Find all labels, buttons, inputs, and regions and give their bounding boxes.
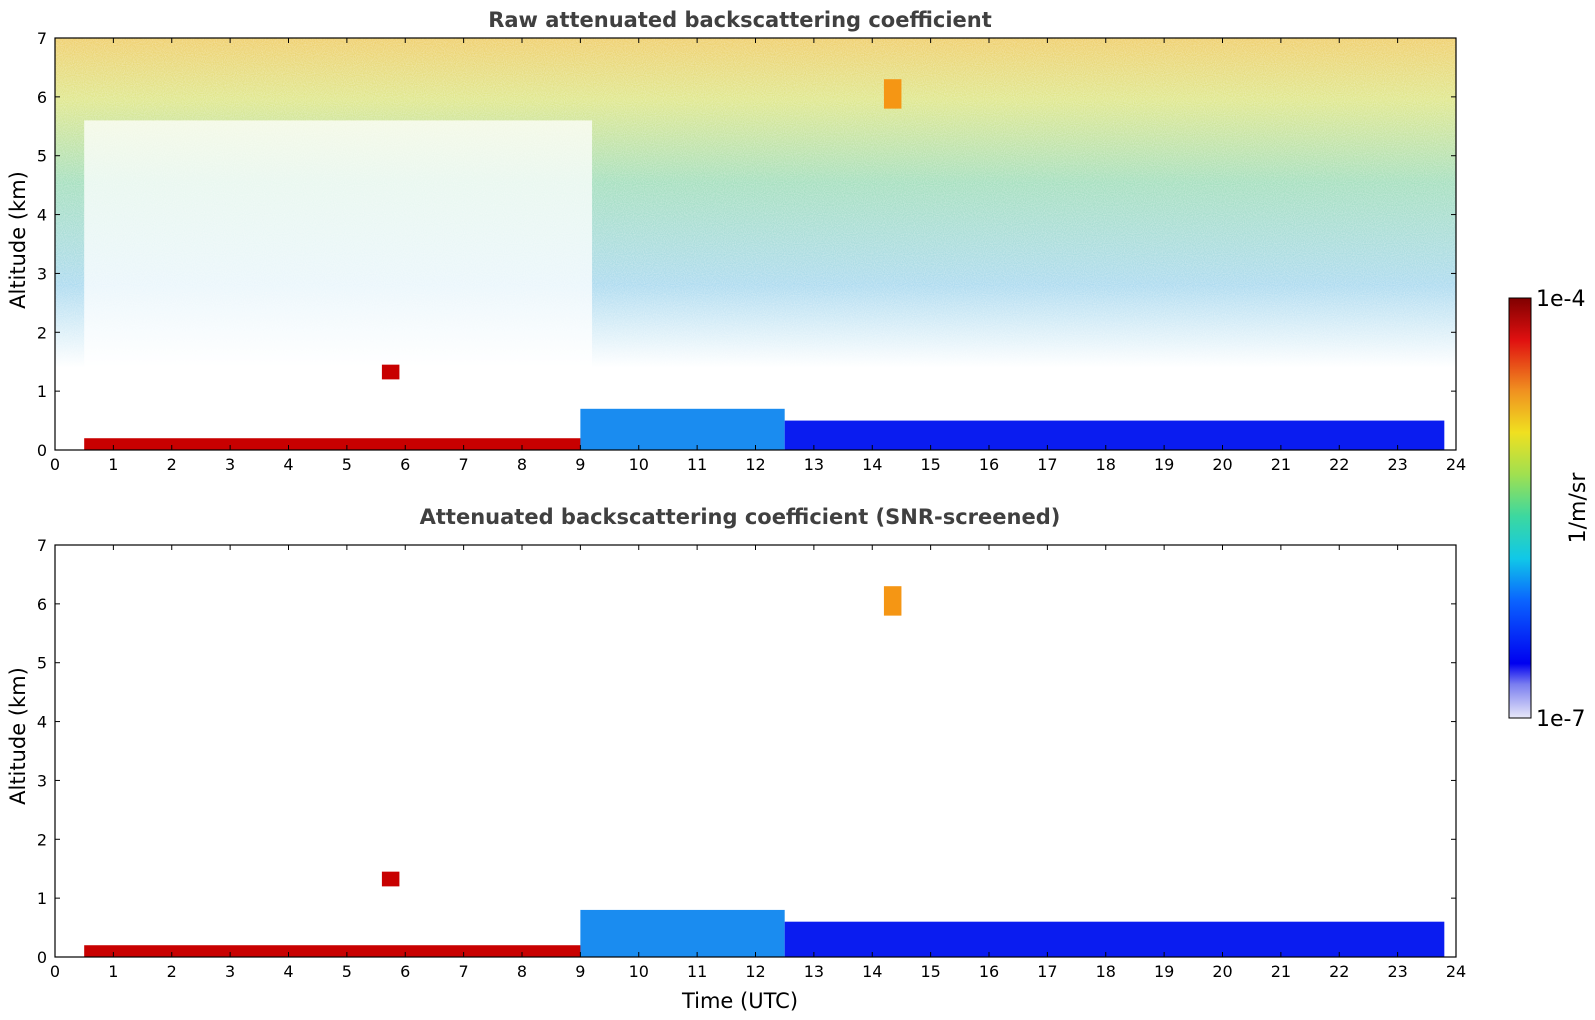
x-tick-label: 12 [745, 455, 765, 474]
plot-area: 0 1 2 3 4 5 6 7 8 9 10 11 12 13 14 15 16 17 18 19 20 21 22 23 24… [37, 29, 1466, 474]
y-tick-label: 7 [37, 29, 47, 48]
x-tick-label: 11 [687, 962, 707, 981]
x-tick-label: 7 [459, 455, 469, 474]
x-tick-label: 17 [1037, 962, 1057, 981]
x-tick-label: 24 [1446, 455, 1466, 474]
x-tick-label: 23 [1387, 962, 1407, 981]
x-tick-label: 8 [517, 455, 527, 474]
x-tick-label: 12 [745, 962, 765, 981]
heatmap-cell [580, 909, 785, 957]
heatmap-cell [784, 921, 1445, 957]
x-tick-label: 20 [1212, 962, 1232, 981]
background-screened [55, 545, 1456, 957]
heatmap-cell [580, 408, 785, 450]
x-tick-label: 23 [1387, 455, 1407, 474]
x-tick-label: 5 [342, 962, 352, 981]
panel-raw: Raw attenuated backscattering coefficien… [6, 8, 1466, 474]
x-tick-label: 21 [1271, 962, 1291, 981]
x-tick-label: 22 [1329, 962, 1349, 981]
y-tick-label: 1 [37, 382, 47, 401]
heatmap-cell [381, 871, 400, 887]
plot-area: 0 1 2 3 4 5 6 7 8 9 10 11 12 13 14 15 16 17 18 19 20 21 22 23 24… [37, 536, 1466, 981]
x-tick-label: 6 [400, 455, 410, 474]
y-tick-label: 3 [37, 771, 47, 790]
x-tick-label: 10 [629, 962, 649, 981]
x-tick-label: 5 [342, 455, 352, 474]
y-tick-label: 3 [37, 264, 47, 283]
y-tick-label: 1 [37, 889, 47, 908]
heatmap-cell [784, 420, 1445, 450]
x-tick-label: 19 [1154, 455, 1174, 474]
x-tick-label: 2 [167, 962, 177, 981]
x-tick-label: 14 [862, 962, 882, 981]
x-tick-label: 14 [862, 455, 882, 474]
colorbar-unit-label: 1/m/sr [1566, 472, 1591, 544]
x-tick-label: 0 [50, 962, 60, 981]
x-tick-label: 19 [1154, 962, 1174, 981]
heatmap-cell [84, 438, 593, 450]
x-tick-label: 1 [108, 962, 118, 981]
x-tick-label: 15 [920, 455, 940, 474]
x-tick-label: 6 [400, 962, 410, 981]
colorbar-scale [1508, 297, 1532, 719]
x-tick-label: 9 [575, 455, 585, 474]
y-tick-label: 0 [37, 441, 47, 460]
heatmap-cell [883, 586, 902, 616]
x-tick-label: 9 [575, 962, 585, 981]
x-tick-label: 21 [1271, 455, 1291, 474]
y-tick-label: 4 [37, 713, 47, 732]
panel-title: Attenuated backscattering coefficient (S… [420, 505, 1061, 529]
panel-snr-screened: Attenuated backscattering coefficient (S… [6, 505, 1466, 1013]
x-tick-label: 16 [979, 455, 999, 474]
x-tick-label: 8 [517, 962, 527, 981]
x-tick-label: 13 [804, 455, 824, 474]
x-tick-label: 4 [283, 962, 293, 981]
y-tick-label: 6 [37, 88, 47, 107]
colorbar-max-label: 1e-4 [1536, 287, 1585, 312]
heatmap-cell [84, 945, 593, 957]
x-tick-label: 18 [1096, 455, 1116, 474]
x-tick-label: 10 [629, 455, 649, 474]
x-tick-label: 1 [108, 455, 118, 474]
heatmap-cell [883, 79, 902, 109]
x-axis-label: Time (UTC) [681, 989, 798, 1013]
y-tick-label: 7 [37, 536, 47, 555]
y-tick-label: 5 [37, 147, 47, 166]
x-tick-label: 2 [167, 455, 177, 474]
x-tick-label: 22 [1329, 455, 1349, 474]
y-tick-label: 2 [37, 323, 47, 342]
x-tick-label: 17 [1037, 455, 1057, 474]
x-tick-label: 11 [687, 455, 707, 474]
low-signal-region [84, 120, 593, 433]
y-axis-label: Altitude (km) [6, 667, 30, 805]
x-tick-label: 7 [459, 962, 469, 981]
x-tick-label: 18 [1096, 962, 1116, 981]
x-tick-label: 0 [50, 455, 60, 474]
x-tick-label: 3 [225, 455, 235, 474]
heatmap-cell [381, 364, 400, 380]
x-tick-label: 24 [1446, 962, 1466, 981]
x-tick-label: 15 [920, 962, 940, 981]
colorbar-min-label: 1e-7 [1536, 707, 1585, 732]
y-tick-label: 5 [37, 654, 47, 673]
y-tick-label: 2 [37, 830, 47, 849]
x-tick-label: 13 [804, 962, 824, 981]
y-tick-label: 6 [37, 595, 47, 614]
x-tick-label: 16 [979, 962, 999, 981]
y-axis-label: Altitude (km) [6, 171, 30, 309]
x-tick-label: 20 [1212, 455, 1232, 474]
x-tick-label: 4 [283, 455, 293, 474]
y-tick-label: 0 [37, 948, 47, 967]
y-tick-label: 4 [37, 206, 47, 225]
x-tick-label: 3 [225, 962, 235, 981]
colorbar: 1e-4 1e-7 1/m/sr [1508, 287, 1591, 732]
panel-title: Raw attenuated backscattering coefficien… [488, 8, 992, 32]
